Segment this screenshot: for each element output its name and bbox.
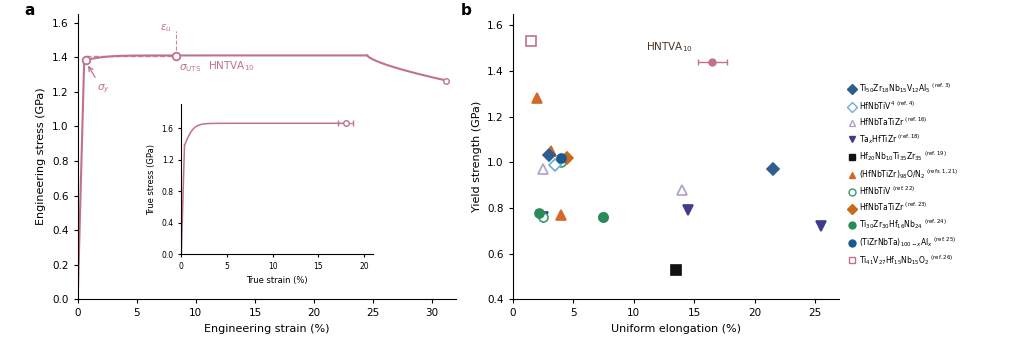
Text: $\varepsilon_u$: $\varepsilon_u$: [161, 22, 172, 34]
X-axis label: Uniform elongation (%): Uniform elongation (%): [611, 324, 741, 334]
Text: $\sigma_y$: $\sigma_y$: [97, 82, 110, 95]
X-axis label: Engineering strain (%): Engineering strain (%): [204, 324, 329, 334]
Text: $\sigma_\mathrm{UTS}$: $\sigma_\mathrm{UTS}$: [179, 62, 202, 74]
X-axis label: True strain (%): True strain (%): [247, 276, 308, 285]
Y-axis label: Yield strength (GPa): Yield strength (GPa): [471, 101, 482, 212]
Text: b: b: [461, 2, 471, 17]
Legend: Ti$_{50}$Zr$_{18}$Nb$_{15}$V$_{12}$Al$_5$ $^{\rm (ref. 3)}$, HfNbTiV$^4$ $^{\rm : Ti$_{50}$Zr$_{18}$Nb$_{15}$V$_{12}$Al$_5…: [848, 81, 958, 267]
Text: a: a: [25, 2, 35, 17]
Y-axis label: Engineering stress (GPa): Engineering stress (GPa): [36, 88, 47, 226]
Y-axis label: True stress (GPa): True stress (GPa): [147, 144, 156, 215]
Text: HNTVA$_{10}$: HNTVA$_{10}$: [207, 59, 255, 73]
Text: HNTVA$_{10}$: HNTVA$_{10}$: [645, 40, 693, 54]
